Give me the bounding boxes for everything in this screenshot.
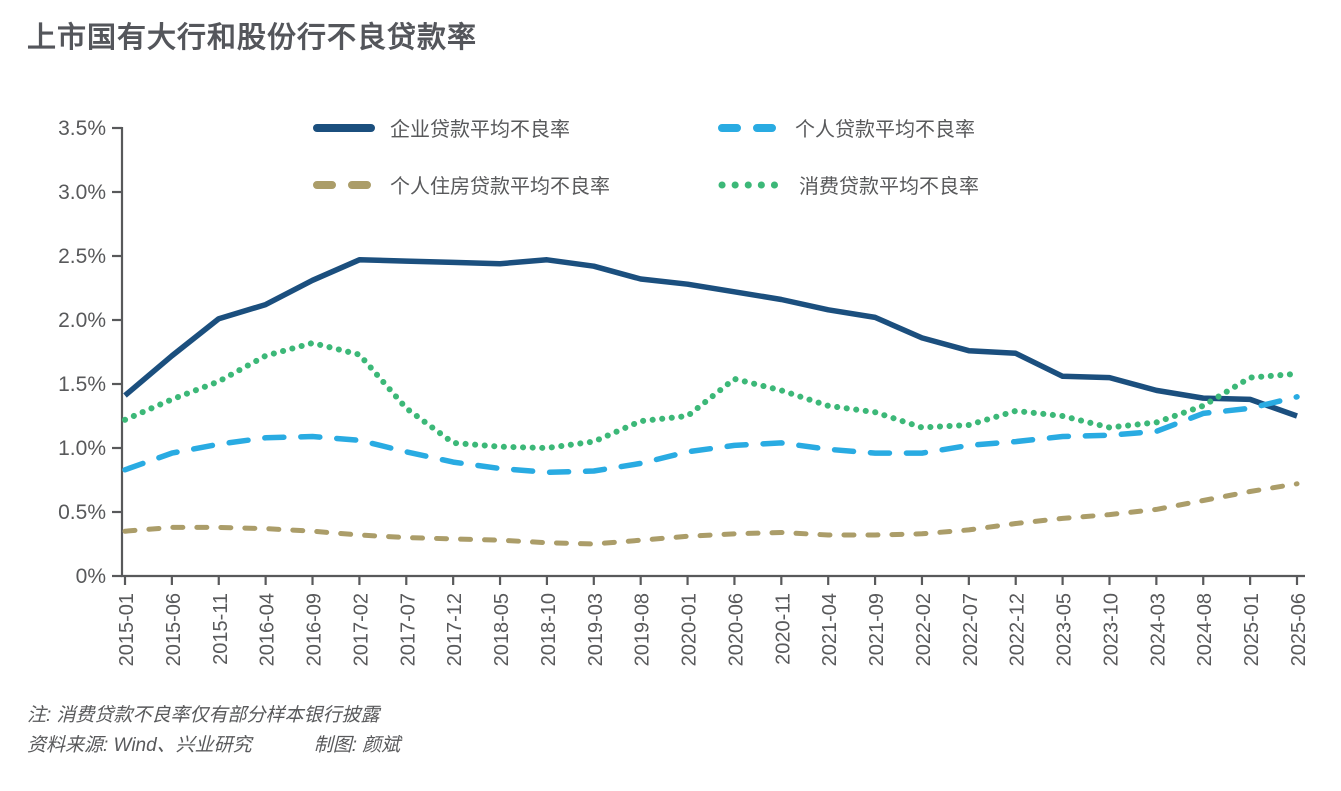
page-title: 上市国有大行和股份行不良贷款率: [27, 22, 478, 54]
svg-text:2020-11: 2020-11: [772, 593, 794, 665]
svg-text:2025-06: 2025-06: [1288, 593, 1310, 666]
legend-item-housing: 个人住房贷款平均不良率: [312, 170, 610, 199]
svg-text:2022-02: 2022-02: [913, 593, 935, 666]
svg-text:2.5%: 2.5%: [58, 245, 106, 268]
svg-text:2020-01: 2020-01: [679, 593, 701, 666]
legend-label: 企业贷款平均不良率: [390, 119, 570, 141]
svg-text:2022-07: 2022-07: [960, 593, 982, 666]
svg-text:2023-10: 2023-10: [1100, 593, 1122, 666]
svg-text:2015-01: 2015-01: [116, 593, 138, 666]
svg-text:2019-03: 2019-03: [585, 593, 607, 666]
note-line: 注: 消费贷款不良率仅有部分样本银行披露: [27, 705, 380, 726]
svg-text:2017-02: 2017-02: [350, 593, 372, 666]
svg-text:2016-09: 2016-09: [304, 593, 326, 666]
svg-text:2018-05: 2018-05: [491, 593, 513, 666]
svg-text:2015-06: 2015-06: [163, 593, 185, 666]
chart-notes: 注: 消费贷款不良率仅有部分样本银行披露 资料来源: Wind、兴业研究 制图: …: [27, 701, 400, 761]
svg-text:2023-05: 2023-05: [1054, 593, 1076, 666]
legend-label: 消费贷款平均不良率: [799, 176, 979, 198]
legend-item-corporate: 企业贷款平均不良率: [312, 113, 570, 142]
svg-text:2020-06: 2020-06: [725, 593, 747, 666]
svg-text:2025-01: 2025-01: [1241, 593, 1263, 666]
svg-text:0.5%: 0.5%: [58, 501, 106, 524]
svg-text:2019-08: 2019-08: [632, 593, 654, 666]
svg-text:0%: 0%: [76, 565, 106, 588]
svg-text:1.5%: 1.5%: [58, 373, 106, 396]
svg-text:2021-09: 2021-09: [866, 593, 888, 666]
svg-text:2.0%: 2.0%: [58, 309, 106, 332]
source-line: 资料来源: Wind、兴业研究: [27, 735, 252, 756]
svg-text:2022-12: 2022-12: [1007, 593, 1029, 666]
legend-item-personal: 个人贷款平均不良率: [717, 113, 975, 142]
svg-text:3.0%: 3.0%: [58, 181, 106, 204]
svg-text:2015-11: 2015-11: [210, 593, 232, 665]
svg-text:2024-08: 2024-08: [1194, 593, 1216, 666]
npl-line-chart: 0% 0.5% 1.0% 1.5% 2.0% 2.5% 3.0% 3.5% 2015-01 201…: [58, 117, 1310, 666]
svg-text:2016-04: 2016-04: [257, 593, 279, 666]
housing-dashed-line-icon: [313, 180, 376, 189]
legend-item-consumer: 消费贷款平均不良率: [717, 170, 979, 199]
svg-text:3.5%: 3.5%: [58, 117, 106, 140]
svg-text:2018-10: 2018-10: [538, 593, 560, 666]
consumer-dotted-line-icon: [718, 181, 785, 188]
personal-dashed-line-icon: [718, 123, 781, 132]
svg-text:2017-07: 2017-07: [397, 593, 419, 666]
svg-text:2021-04: 2021-04: [819, 593, 841, 666]
credit-line: 制图: 颜斌: [313, 735, 401, 756]
legend-label: 个人住房贷款平均不良率: [390, 176, 610, 198]
corporate-solid-line-icon: [313, 123, 375, 132]
legend-label: 个人贷款平均不良率: [795, 119, 975, 141]
chart-canvas: 0% 0.5% 1.0% 1.5% 2.0% 2.5% 3.0% 3.5% 2015-01 201…: [58, 117, 1310, 666]
svg-text:1.0%: 1.0%: [58, 437, 106, 460]
svg-text:2024-03: 2024-03: [1147, 593, 1169, 666]
svg-text:2017-12: 2017-12: [444, 593, 466, 666]
